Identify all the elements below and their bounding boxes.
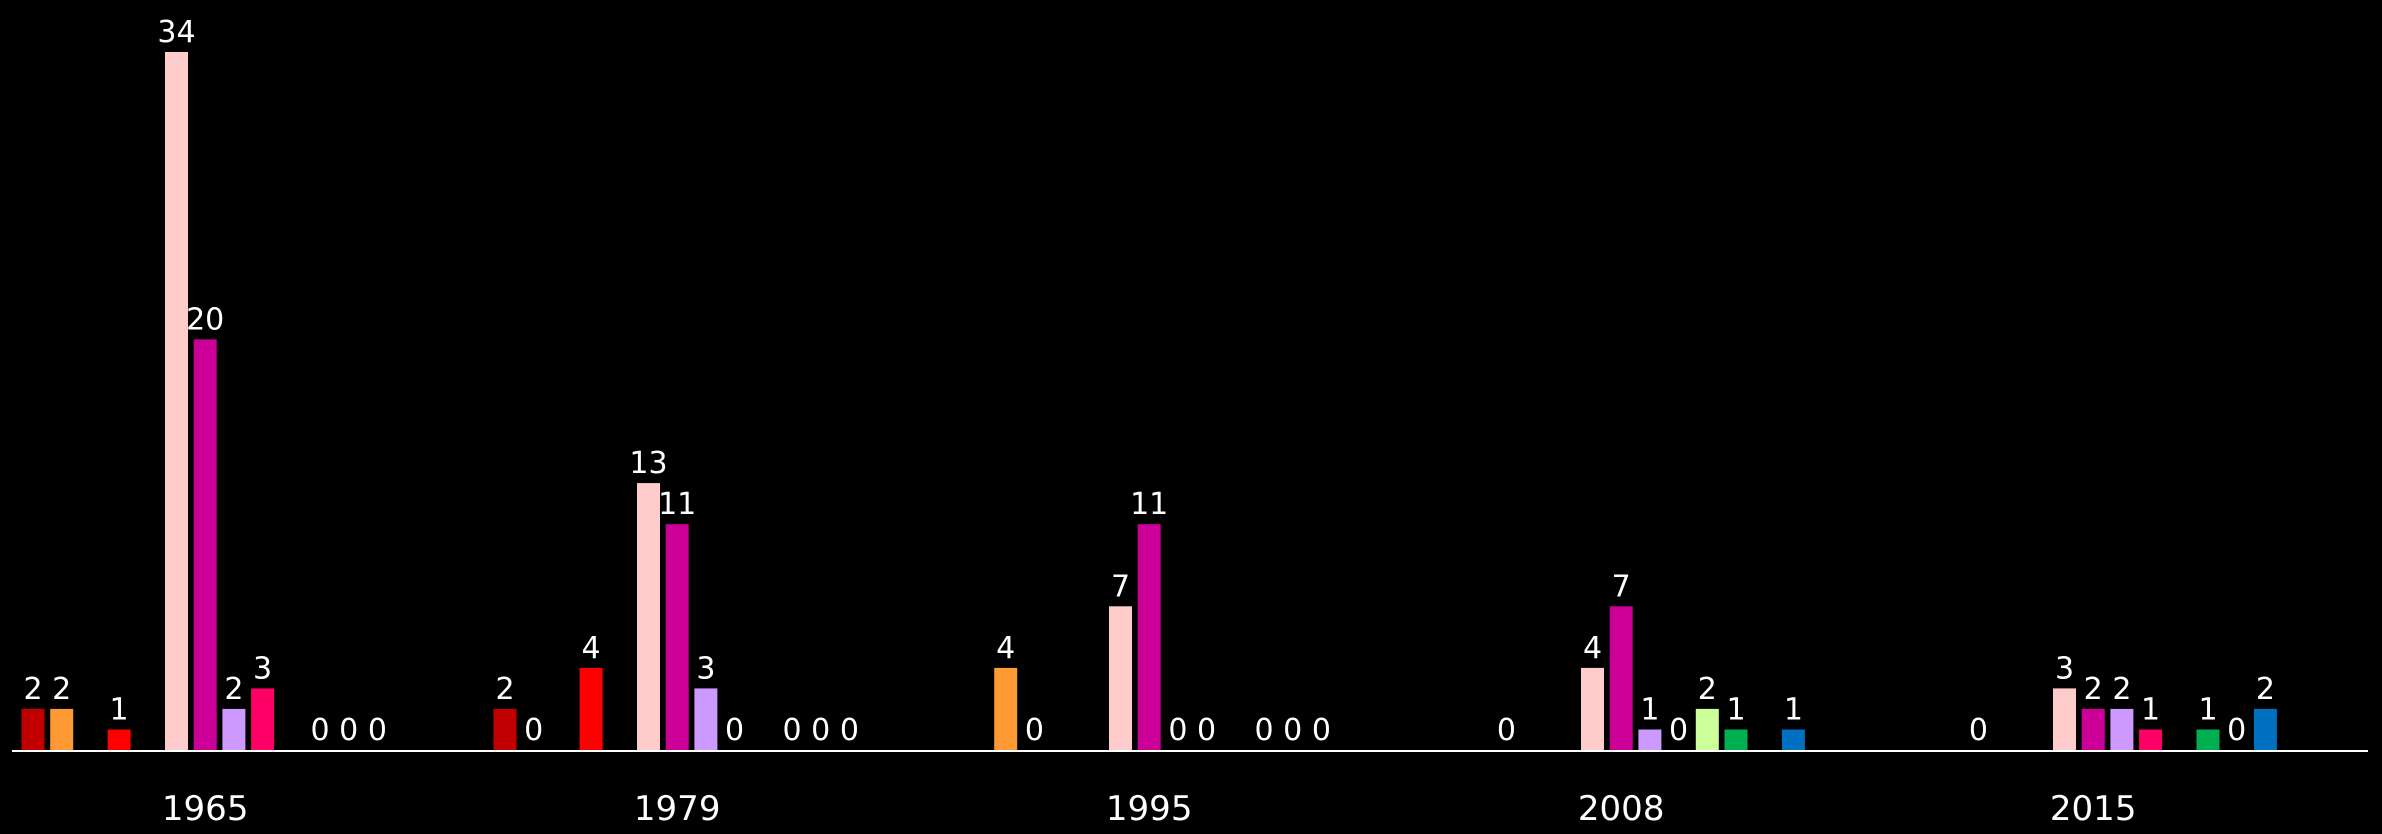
x-tick-labels-group: 1965 1979 1995 2008 2015 — [162, 789, 2137, 829]
value-label-2008-s9: 2 — [1698, 672, 1717, 707]
value-label-1965-s6: 20 — [186, 302, 224, 337]
bar-2015-s8 — [2139, 729, 2163, 750]
bar-2008-s6 — [1609, 606, 1633, 750]
bar-2008-s9 — [1695, 708, 1719, 750]
value-label-2015-s12: 2 — [2256, 672, 2275, 707]
value-label-2015-s11: 0 — [2227, 713, 2246, 748]
value-label-1965-s11: 0 — [339, 713, 358, 748]
x-tick-label-2008: 2008 — [1578, 789, 1665, 829]
value-label-2008-s8: 0 — [1669, 713, 1688, 748]
value-label-1979-s7: 3 — [696, 651, 715, 686]
bar-2008-s12 — [1781, 729, 1805, 750]
bar-1965-s8 — [251, 688, 275, 750]
bar-1965-s1 — [50, 708, 74, 750]
value-label-2008-s5: 4 — [1583, 631, 1602, 666]
value-label-1979-s8: 0 — [725, 713, 744, 748]
bar-1995-s6 — [1137, 524, 1161, 750]
bar-2008-s5 — [1581, 667, 1604, 750]
value-label-1995-s6: 11 — [1130, 487, 1168, 522]
bar-1979-s7 — [694, 688, 718, 750]
x-tick-label-1995: 1995 — [1106, 789, 1193, 829]
bar-1995-s1 — [994, 667, 1018, 750]
bar-1965-s3 — [107, 729, 131, 750]
value-label-2008-s6: 7 — [1612, 569, 1631, 604]
bar-2015-s10 — [2196, 729, 2220, 750]
bar-1979-s5 — [637, 483, 660, 750]
value-label-1995-s10: 0 — [1254, 713, 1273, 748]
value-label-1979-s10: 0 — [782, 713, 801, 748]
bar-1965-s5 — [165, 52, 188, 750]
bar-1965-s7 — [222, 708, 246, 750]
value-label-2008-s10: 1 — [1726, 693, 1745, 728]
value-label-1995-s1: 4 — [996, 631, 1015, 666]
value-label-2015-s7: 2 — [2112, 672, 2131, 707]
bar-2008-s7 — [1638, 729, 1662, 750]
value-label-1965-s7: 2 — [224, 672, 243, 707]
value-label-1965-s10: 0 — [310, 713, 329, 748]
value-label-1965-s8: 3 — [253, 651, 272, 686]
value-label-1965-s0: 2 — [23, 672, 42, 707]
value-label-1965-s5: 34 — [157, 15, 195, 50]
value-label-1979-s6: 11 — [658, 487, 696, 522]
value-label-1995-s12: 0 — [1312, 713, 1331, 748]
value-label-2008-s7: 1 — [1640, 693, 1659, 728]
value-label-2008-s12: 1 — [1784, 693, 1803, 728]
value-label-2015-s6: 2 — [2084, 672, 2103, 707]
value-label-1995-s2: 0 — [1025, 713, 1044, 748]
bar-1965-s6 — [193, 339, 217, 750]
value-label-1979-s12: 0 — [840, 713, 859, 748]
bars-group — [21, 52, 2277, 750]
value-label-1995-s8: 0 — [1197, 713, 1216, 748]
bar-1979-s6 — [665, 524, 689, 750]
value-label-1979-s0: 2 — [495, 672, 514, 707]
value-label-2015-s10: 1 — [2198, 693, 2217, 728]
value-label-2008-s2: 0 — [1497, 713, 1516, 748]
value-label-1995-s7: 0 — [1168, 713, 1187, 748]
value-label-2015-s5: 3 — [2055, 651, 2074, 686]
value-label-1979-s3: 4 — [582, 631, 601, 666]
bar-2015-s12 — [2253, 708, 2277, 750]
value-label-1995-s5: 7 — [1111, 569, 1130, 604]
x-tick-label-1979: 1979 — [634, 789, 721, 829]
value-label-2015-s2: 0 — [1969, 713, 1988, 748]
value-label-1979-s11: 0 — [811, 713, 830, 748]
x-tick-label-1965: 1965 — [162, 789, 249, 829]
x-tick-label-2015: 2015 — [2050, 789, 2137, 829]
value-label-1965-s3: 1 — [110, 693, 129, 728]
value-label-2015-s8: 1 — [2141, 693, 2160, 728]
bar-1965-s0 — [21, 708, 45, 750]
value-label-1965-s12: 0 — [368, 713, 387, 748]
value-label-1979-s1: 0 — [524, 713, 543, 748]
bar-2015-s7 — [2110, 708, 2134, 750]
value-label-1965-s1: 2 — [52, 672, 71, 707]
bar-2008-s10 — [1724, 729, 1748, 750]
bar-1979-s0 — [493, 708, 517, 750]
bar-1979-s3 — [579, 667, 603, 750]
bar-2015-s5 — [2053, 688, 2076, 750]
bar-2015-s6 — [2081, 708, 2105, 750]
bar-1995-s5 — [1109, 606, 1132, 750]
value-label-1979-s5: 13 — [629, 446, 667, 481]
value-label-1995-s11: 0 — [1283, 713, 1302, 748]
